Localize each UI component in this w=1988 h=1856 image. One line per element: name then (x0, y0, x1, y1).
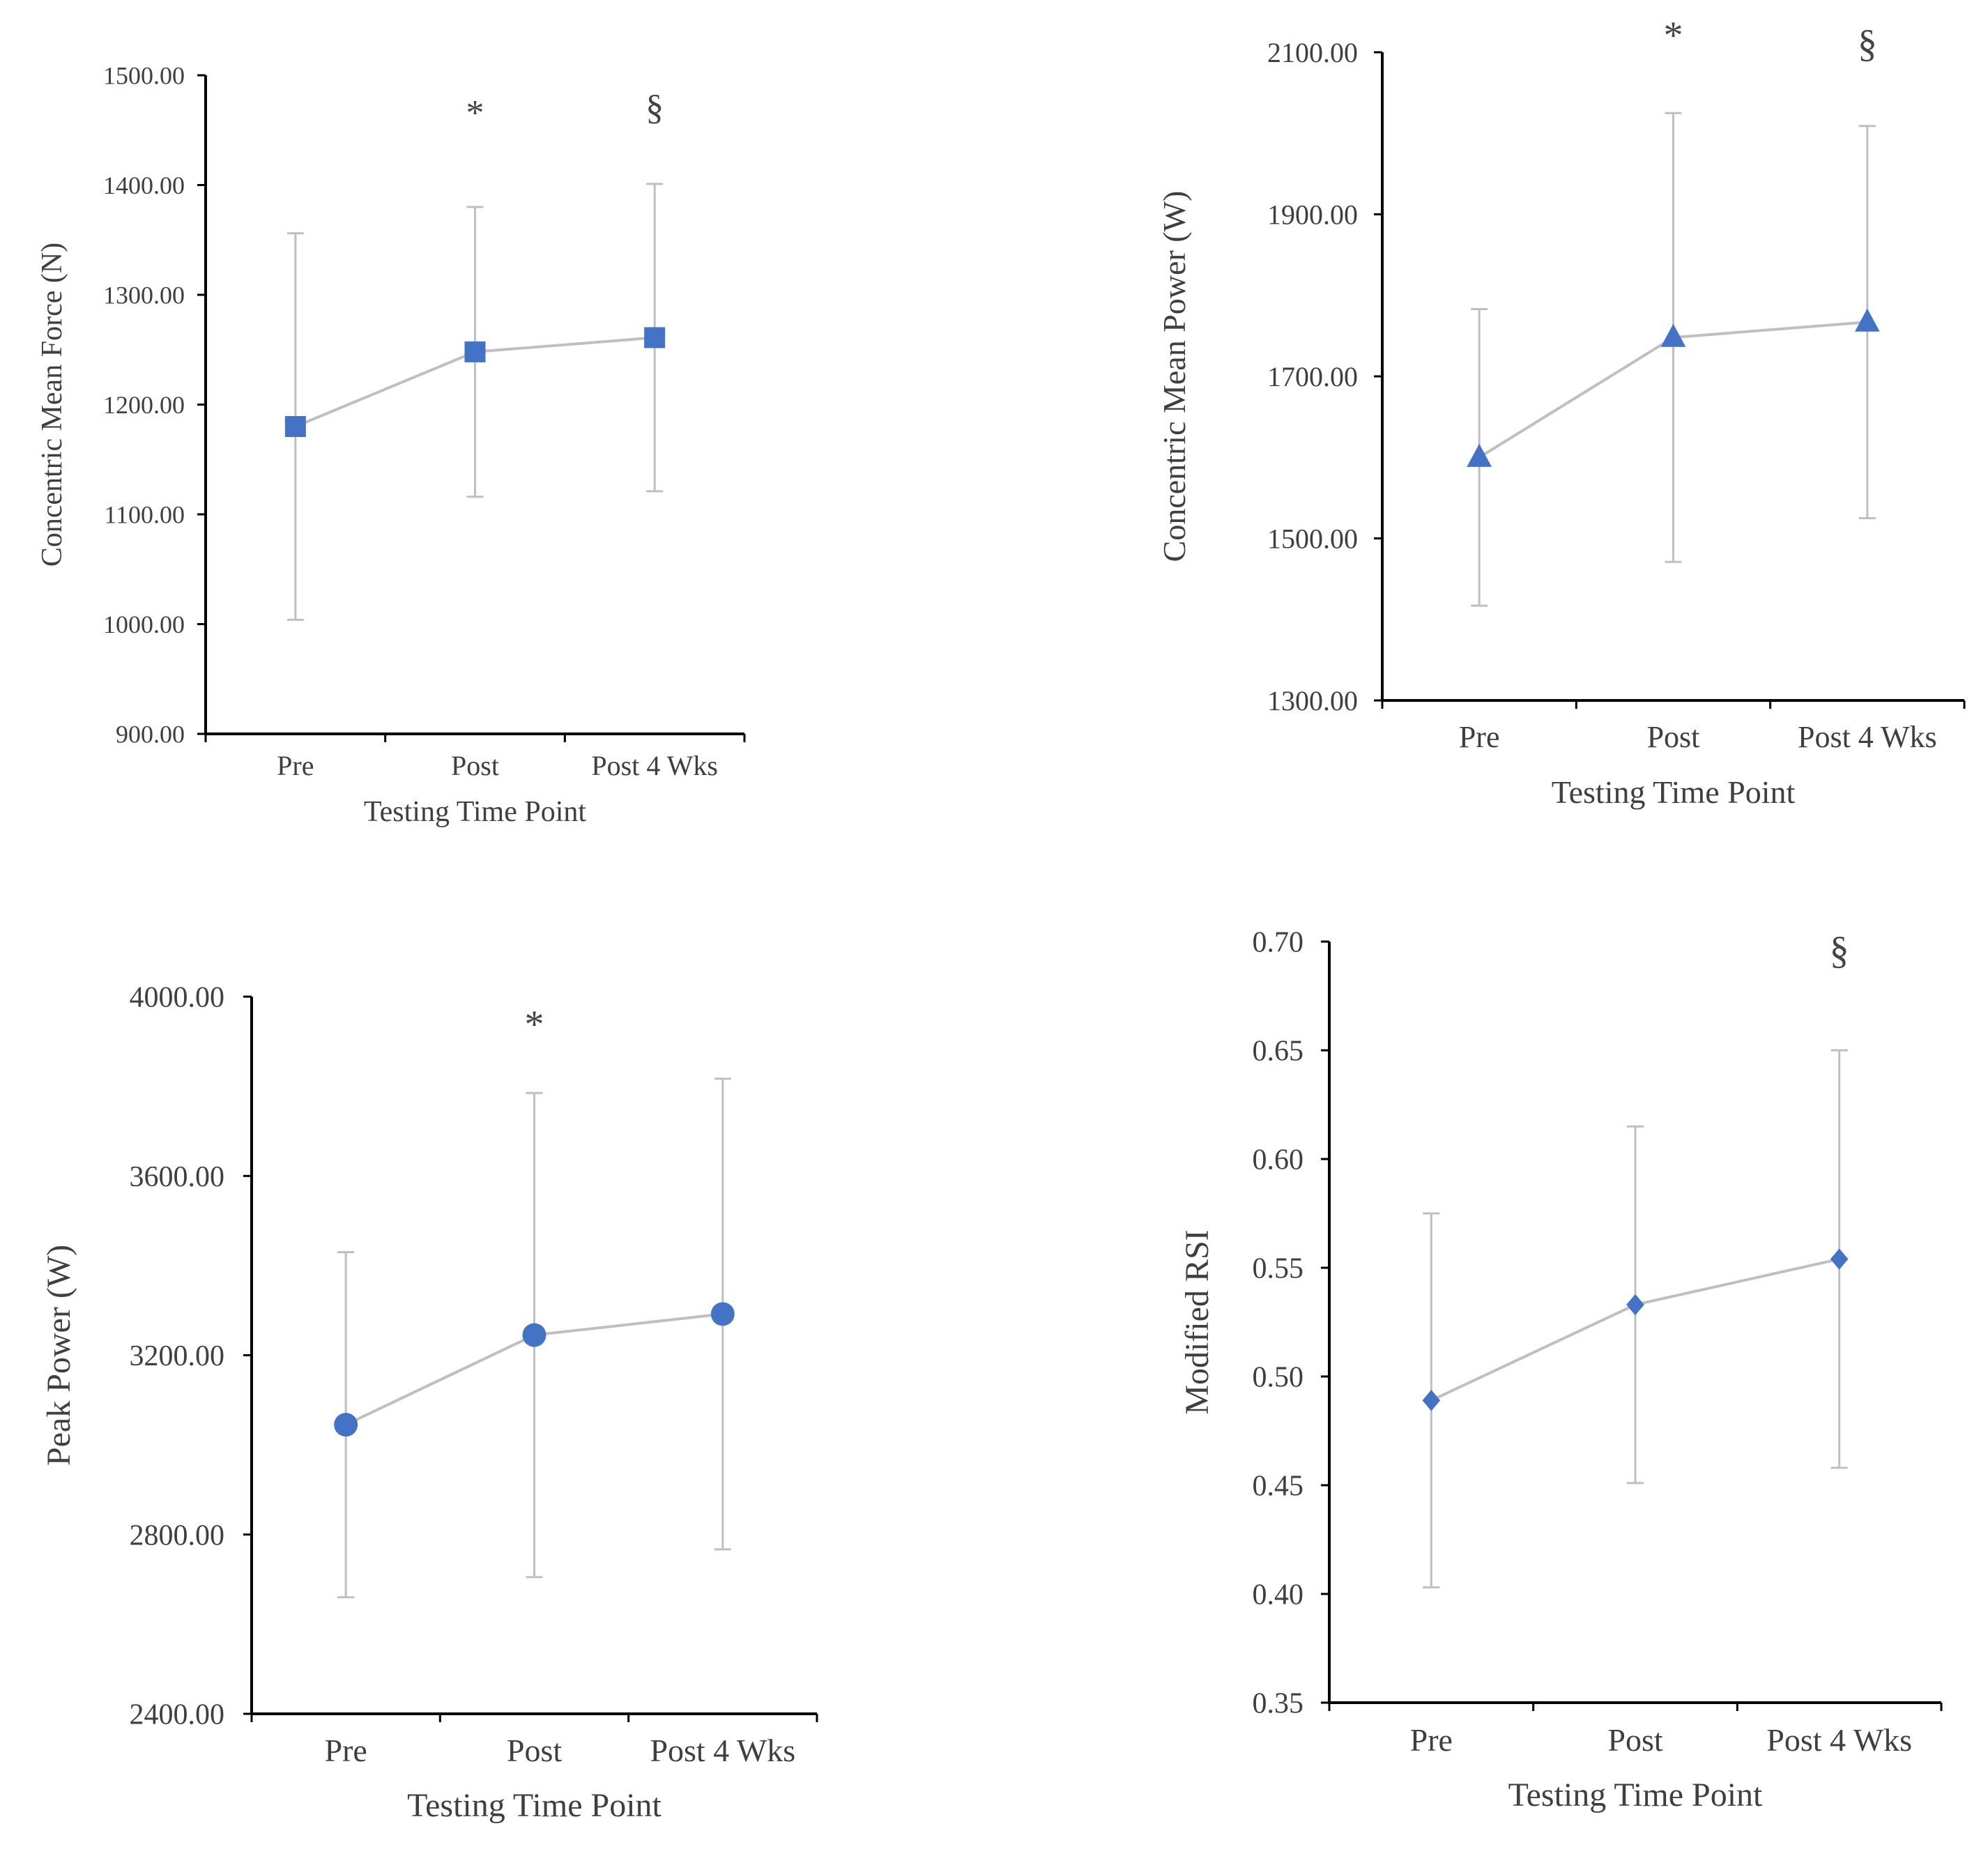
data-point-marker (464, 341, 486, 362)
y-axis-title: Modified RSI (1179, 1229, 1216, 1414)
x-axis-title: Testing Time Point (364, 796, 586, 828)
chart-concentric-mean-power: 1300.00 1500.00 1700.00 1900.00 2100.00 Pre Po… (1156, 14, 1966, 810)
y-tick-label: 0.60 (1253, 1144, 1304, 1176)
significance-marker: * (1664, 14, 1683, 57)
x-axis-title: Testing Time Point (1552, 774, 1796, 810)
significance-marker: § (1858, 22, 1877, 66)
y-tick-label: 1400.00 (103, 171, 185, 199)
y-tick-label: 1300.00 (1267, 685, 1358, 716)
data-point-marker (1854, 308, 1880, 332)
data-point-marker (1830, 1248, 1849, 1270)
y-tick-label: 2800.00 (130, 1519, 225, 1551)
x-category-label: Pre (325, 1733, 367, 1768)
data-point-marker (284, 416, 306, 437)
x-category-label: Post (451, 750, 499, 781)
y-tick-label: 900.00 (116, 721, 185, 749)
data-point-marker (522, 1323, 546, 1347)
significance-marker: * (525, 1003, 544, 1046)
x-category-label: Post (1647, 720, 1700, 754)
y-tick-label: 1500.00 (103, 62, 185, 90)
x-axis-title: Testing Time Point (1508, 1777, 1763, 1813)
y-tick-label: 1000.00 (103, 611, 185, 638)
x-category-label: Post (1607, 1722, 1662, 1758)
x-category-label: Post 4 Wks (1766, 1722, 1912, 1758)
chart-concentric-mean-force: 900.00 1000.00 1100.00 1200.00 1300.00 1400.0… (36, 62, 746, 828)
x-category-label: Post 4 Wks (650, 1733, 795, 1768)
y-tick-label: 0.45 (1253, 1471, 1304, 1503)
y-tick-label: 1200.00 (103, 391, 185, 419)
y-tick-label: 2100.00 (1267, 37, 1358, 68)
x-category-label: Pre (277, 750, 314, 781)
chart-peak-power: 2400.00 2800.00 3200.00 3600.00 4000.00 Pre Po… (40, 982, 818, 1824)
significance-marker: * (466, 93, 484, 133)
y-tick-label: 1700.00 (1267, 361, 1358, 392)
y-tick-label: 0.55 (1253, 1253, 1304, 1285)
y-tick-label: 1500.00 (1267, 523, 1358, 555)
y-tick-label: 3600.00 (130, 1161, 225, 1193)
x-category-label: Pre (1459, 720, 1500, 754)
significance-marker: § (1830, 929, 1849, 972)
y-tick-label: 1300.00 (103, 282, 185, 309)
y-tick-label: 1100.00 (104, 501, 185, 529)
y-tick-label: 0.70 (1253, 927, 1304, 959)
y-tick-label: 3200.00 (130, 1340, 225, 1372)
y-tick-label: 0.50 (1253, 1362, 1304, 1394)
y-axis-title: Concentric Mean Power (W) (1156, 191, 1192, 562)
y-tick-label: 0.65 (1253, 1036, 1304, 1068)
data-point-marker (1422, 1390, 1441, 1411)
chart-modified-rsi: 0.35 0.40 0.45 0.50 0.55 0.60 0.65 0.70 Pre Post P… (1179, 927, 1943, 1813)
data-point-marker (334, 1413, 358, 1437)
x-category-label: Post 4 Wks (1798, 720, 1937, 754)
x-category-label: Pre (1410, 1722, 1453, 1758)
x-category-label: Post 4 Wks (591, 750, 718, 781)
y-axis-title: Peak Power (W) (40, 1245, 77, 1466)
y-tick-label: 1900.00 (1267, 199, 1358, 231)
y-tick-label: 2400.00 (130, 1699, 225, 1731)
y-tick-label: 0.35 (1253, 1688, 1304, 1720)
significance-marker: § (645, 88, 664, 128)
data-point-marker (644, 327, 666, 348)
data-point-marker (1660, 323, 1686, 347)
data-point-marker (710, 1302, 735, 1326)
x-axis-title: Testing Time Point (407, 1787, 662, 1824)
y-tick-label: 4000.00 (130, 982, 225, 1014)
y-axis-title: Concentric Mean Force (N) (36, 243, 68, 567)
data-point-marker (1467, 443, 1492, 467)
y-tick-label: 0.40 (1253, 1579, 1304, 1611)
data-point-marker (1626, 1294, 1644, 1316)
x-category-label: Post (507, 1733, 562, 1768)
